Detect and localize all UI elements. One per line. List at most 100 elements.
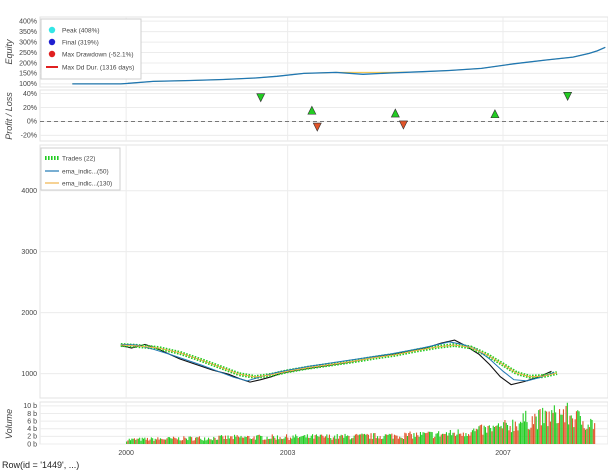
volume-bar [509,426,511,444]
volume-bar [495,426,497,444]
volume-bar [328,434,330,444]
volume-bar [461,435,463,444]
legend-ema-50: ema_indic...(50) [62,169,109,176]
equity-y-tick-label: 400% [19,18,37,25]
volume-bar [414,436,416,444]
volume-bar [273,436,275,444]
volume-bar [228,438,230,444]
volume-bar [527,429,529,444]
volume-bar [483,425,485,444]
volume-bar [575,411,577,444]
volume-bar [517,430,519,444]
volume-bar [371,438,373,444]
volume-bar [204,437,206,444]
volume-bar [409,431,411,444]
volume-bar [297,437,299,444]
volume-bar [158,439,160,444]
profit-loss-panel [39,89,608,142]
trade-marker [390,108,400,118]
volume-bar [453,432,455,444]
volume-bar [266,436,268,444]
equity-axis-label: Equity [4,39,14,65]
volume-bar [231,436,233,444]
volume-bar [161,438,163,444]
volume-bar [356,433,358,444]
volume-bar [552,412,554,444]
volume-bar [154,438,156,444]
volume-bar [388,433,390,444]
trade-marker [490,109,500,119]
volume-bar [543,423,545,444]
volume-bar [588,427,590,444]
volume-bar [365,434,367,444]
volume-bar [434,436,436,444]
volume-bar [153,440,155,444]
volume-bar [200,438,202,444]
volume-bar [526,422,528,444]
volume-bar [135,439,137,444]
volume-bar [569,415,571,444]
volume-bar [436,433,438,444]
volume-bar [293,437,295,444]
volume-bar [284,436,286,444]
volume-bar [536,429,538,444]
volume-bar [269,438,271,444]
volume-bar [314,435,316,444]
volume-bar [288,440,290,444]
volume-bar [196,437,198,444]
volume-bar [504,420,506,444]
volume-bar [227,435,229,444]
volume-bar [513,431,515,444]
volume-bar [136,438,138,444]
volume-bar [249,438,251,444]
volume-bar [222,436,224,444]
volume-bar [439,436,441,444]
volume-bar [469,435,471,444]
volume-bar [309,437,311,444]
volume-bar [275,439,277,444]
volume-bar [162,439,164,444]
volume-bar [457,429,459,444]
volume-bar [373,433,375,444]
ema-50-line [120,341,555,382]
trade-marker [563,91,573,101]
volume-bar [180,440,182,444]
volume-bar [245,437,247,444]
volume-bar [375,438,377,444]
price-y-tick-label: 3000 [21,249,37,256]
volume-bar [254,439,256,444]
volume-bar [304,435,306,444]
legend-final: Final (319%) [62,40,99,47]
profit-loss-y-tick-label: 0% [27,119,37,126]
volume-bar [404,432,406,444]
volume-bar [573,427,575,444]
volume-bar [587,424,589,444]
volume-bar [202,440,204,444]
volume-bar [289,437,291,444]
volume-bar [218,435,220,444]
volume-bar [499,426,501,444]
volume-bar [127,440,129,444]
price-panel [39,144,608,399]
volume-bar [332,437,334,444]
volume-bar [591,420,593,444]
volume-bar [490,428,492,444]
volume-bar [347,435,349,444]
volume-bar [564,422,566,444]
volume-bar [345,436,347,444]
volume-bar [349,439,351,444]
volume-bar [475,428,477,444]
volume-bar [167,437,169,444]
volume-bar [386,434,388,444]
volume-bar [494,427,496,444]
volume-bar [562,409,564,444]
volume-bar [283,438,285,444]
volume-bar [126,441,128,444]
volume-bar [322,435,324,444]
volume-bar [183,436,185,444]
price-y-tick-label: 1000 [21,371,37,378]
volume-bar [534,413,536,444]
volume-bar [192,440,194,444]
price-y-tick-label: 2000 [21,310,37,317]
volume-bar [470,432,472,444]
